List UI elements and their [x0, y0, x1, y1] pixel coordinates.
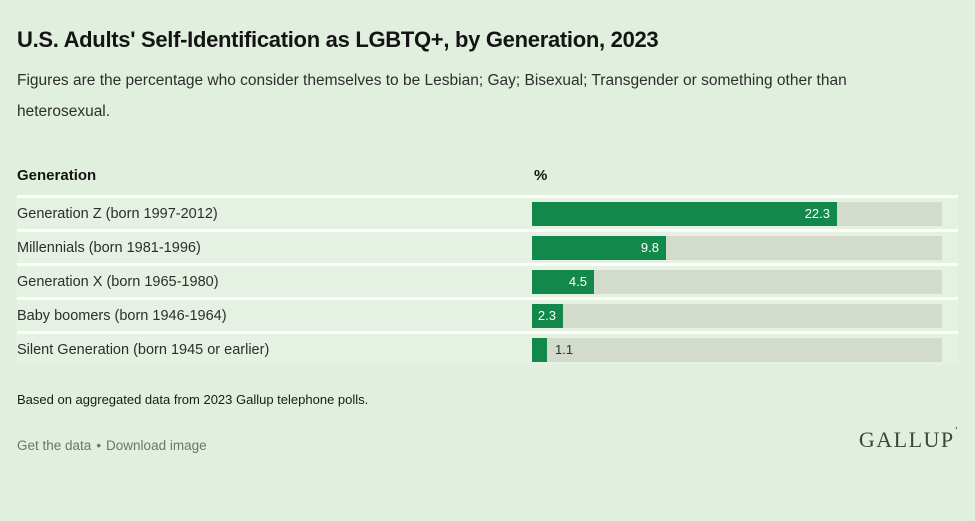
bar-fill [532, 269, 594, 294]
chart-card: U.S. Adults' Self-Identification as LGBT… [0, 27, 975, 453]
bar-value-label: 1.1 [555, 341, 574, 357]
row-label: Generation X (born 1965-1980) [17, 273, 219, 290]
bar-value-label: 4.5 [568, 273, 587, 289]
bar-track: 1.1 [532, 337, 942, 362]
table-row: Generation Z (born 1997-2012) 22.3 [17, 195, 958, 229]
table-row: Millennials (born 1981-1996) 9.8 [17, 229, 958, 263]
bar-fill [532, 235, 666, 260]
bar-track: 4.5 [532, 269, 942, 294]
bar-value-label: 9.8 [640, 239, 659, 255]
footer-links: Get the data • Download image [17, 438, 207, 453]
bar-track: 2.3 [532, 303, 942, 328]
download-image-link[interactable]: Download image [106, 438, 207, 453]
table-row: Baby boomers (born 1946-1964) 2.3 [17, 297, 958, 331]
table-row: Silent Generation (born 1945 or earlier)… [17, 331, 958, 365]
gallup-logo-text: GALLUP [858, 427, 955, 452]
bar-fill [532, 303, 563, 328]
row-label: Generation Z (born 1997-2012) [17, 205, 218, 222]
column-header-percent: % [534, 167, 548, 184]
gallup-logo: GALLUPʼ [859, 427, 958, 453]
bar-chart: Generation Z (born 1997-2012) 22.3 Mille… [17, 195, 958, 365]
column-header-generation: Generation [17, 167, 97, 184]
bar-fill [532, 201, 837, 226]
column-header-row: Generation % [17, 167, 958, 186]
gallup-logo-trademark: ʼ [954, 426, 958, 437]
row-label: Silent Generation (born 1945 or earlier) [17, 341, 270, 358]
get-the-data-link[interactable]: Get the data [17, 438, 92, 453]
bar-fill [532, 337, 547, 362]
table-row: Generation X (born 1965-1980) 4.5 [17, 263, 958, 297]
bar-value-label: 22.3 [804, 205, 830, 221]
chart-title: U.S. Adults' Self-Identification as LGBT… [17, 27, 659, 52]
bar-track: 9.8 [532, 235, 942, 260]
link-separator: • [96, 438, 102, 453]
bar-value-label: 2.3 [537, 307, 556, 323]
bottom-bar: Get the data • Download image GALLUPʼ [17, 427, 958, 454]
row-label: Millennials (born 1981-1996) [17, 239, 201, 256]
chart-subtitle: Figures are the percentage who consider … [17, 72, 847, 120]
row-label: Baby boomers (born 1946-1964) [17, 307, 227, 324]
source-note: Based on aggregated data from 2023 Gallu… [17, 392, 369, 407]
bar-track: 22.3 [532, 201, 942, 226]
